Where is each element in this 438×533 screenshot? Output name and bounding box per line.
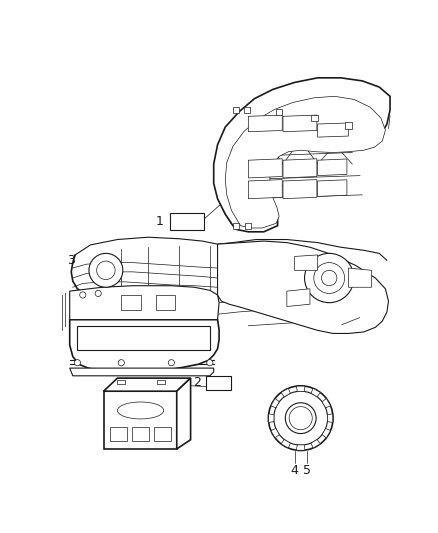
Polygon shape [318, 180, 347, 196]
Circle shape [74, 360, 81, 366]
Polygon shape [283, 159, 317, 178]
Text: 1: 1 [156, 215, 164, 228]
Circle shape [289, 407, 312, 430]
Polygon shape [318, 159, 347, 175]
Polygon shape [156, 295, 175, 310]
Bar [206, 376, 231, 390]
Ellipse shape [117, 402, 164, 419]
Polygon shape [70, 286, 219, 320]
Circle shape [89, 253, 123, 287]
Circle shape [314, 263, 345, 294]
Bar [233, 107, 239, 113]
Polygon shape [268, 414, 274, 422]
Circle shape [95, 290, 101, 296]
Polygon shape [349, 268, 371, 287]
Bar [155, 427, 171, 441]
Polygon shape [225, 96, 385, 228]
Circle shape [97, 261, 115, 280]
Bar [117, 379, 125, 384]
Polygon shape [271, 399, 279, 408]
Polygon shape [283, 115, 317, 132]
Polygon shape [287, 289, 310, 306]
Polygon shape [318, 123, 349, 137]
Polygon shape [78, 326, 210, 350]
Bar [346, 123, 352, 128]
Bar [158, 379, 165, 384]
Polygon shape [248, 180, 282, 199]
Polygon shape [218, 241, 389, 334]
Circle shape [321, 270, 337, 286]
Polygon shape [297, 445, 305, 450]
Bar [132, 427, 149, 441]
Polygon shape [322, 399, 331, 408]
Bar [244, 107, 250, 113]
Polygon shape [177, 378, 191, 449]
Polygon shape [322, 429, 331, 438]
Circle shape [80, 292, 86, 298]
Polygon shape [103, 391, 177, 449]
Polygon shape [328, 414, 333, 422]
Polygon shape [214, 78, 390, 232]
Polygon shape [121, 295, 141, 310]
Bar [245, 223, 251, 229]
Polygon shape [311, 440, 320, 448]
Polygon shape [70, 368, 214, 376]
Polygon shape [248, 115, 282, 132]
Polygon shape [311, 388, 320, 397]
Text: 5: 5 [303, 464, 311, 477]
Polygon shape [248, 159, 282, 178]
Circle shape [207, 360, 213, 366]
Polygon shape [70, 320, 219, 372]
Bar [233, 223, 239, 229]
Polygon shape [297, 386, 305, 391]
Text: 3: 3 [67, 254, 75, 268]
Circle shape [304, 253, 354, 303]
Circle shape [118, 360, 124, 366]
Circle shape [285, 403, 316, 433]
Bar [276, 109, 282, 115]
Text: 2: 2 [194, 376, 201, 389]
Circle shape [168, 360, 174, 366]
Circle shape [274, 391, 328, 445]
Text: 4: 4 [290, 464, 298, 477]
Polygon shape [103, 378, 191, 391]
Bar [311, 115, 318, 121]
Bar [170, 213, 205, 230]
Polygon shape [294, 255, 318, 270]
Polygon shape [283, 180, 317, 199]
Circle shape [268, 386, 333, 450]
Polygon shape [271, 429, 279, 438]
Bar [110, 427, 127, 441]
Polygon shape [281, 440, 290, 448]
Polygon shape [281, 388, 290, 397]
